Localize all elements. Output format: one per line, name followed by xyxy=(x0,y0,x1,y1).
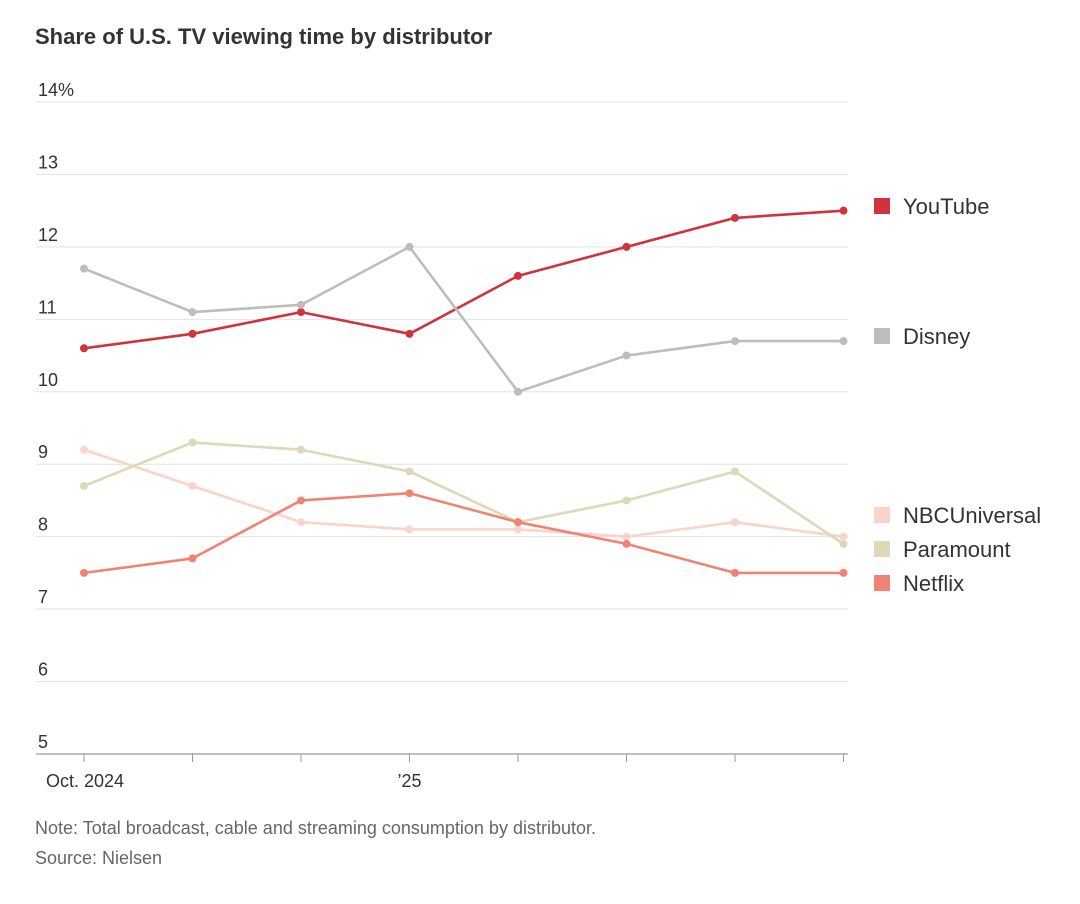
data-point-youtube xyxy=(839,206,848,215)
series-netflix xyxy=(80,489,848,577)
legend-label-paramount: Paramount xyxy=(903,537,1011,562)
series-lines xyxy=(80,206,848,577)
legend-label-netflix: Netflix xyxy=(903,571,964,596)
data-point-youtube xyxy=(405,329,414,338)
data-point-netflix xyxy=(514,518,522,527)
data-point-nbcuniversal xyxy=(622,532,631,541)
y-tick-label: 5 xyxy=(38,732,48,752)
legend-item-paramount: Paramount xyxy=(874,537,1011,562)
legend-swatch-netflix xyxy=(874,575,890,591)
data-point-netflix xyxy=(839,568,848,577)
data-point-nbcuniversal xyxy=(514,525,522,534)
chart-title: Share of U.S. TV viewing time by distrib… xyxy=(35,24,493,49)
data-point-disney xyxy=(188,308,197,317)
legend-item-nbcuniversal: NBCUniversal xyxy=(874,503,1041,528)
series-youtube xyxy=(80,206,848,353)
y-tick-label: 7 xyxy=(38,587,48,607)
data-point-paramount xyxy=(80,481,88,490)
y-tick-label: 13 xyxy=(38,152,58,172)
x-tick-label: Oct. 2024 xyxy=(46,771,124,791)
data-point-disney xyxy=(514,387,522,396)
y-tick-label: 14% xyxy=(38,80,74,100)
data-point-disney xyxy=(622,351,631,360)
legend-swatch-paramount xyxy=(874,541,890,557)
data-point-youtube xyxy=(514,271,522,280)
legend-label-youtube: YouTube xyxy=(903,194,989,219)
data-point-nbcuniversal xyxy=(188,481,197,490)
series-line-paramount xyxy=(83,441,845,545)
series-line-youtube xyxy=(83,209,844,350)
data-point-nbcuniversal xyxy=(297,518,305,527)
x-axis: Oct. 2024 ’25 xyxy=(46,754,844,791)
legend-item-disney: Disney xyxy=(874,324,970,349)
data-point-netflix xyxy=(80,568,88,577)
legend-item-netflix: Netflix xyxy=(874,571,964,596)
legend-swatch-disney xyxy=(874,328,890,344)
data-point-disney xyxy=(731,337,739,346)
data-point-youtube xyxy=(731,213,739,222)
data-point-youtube xyxy=(297,308,305,317)
legend-item-youtube: YouTube xyxy=(874,194,989,219)
legend-swatch-youtube xyxy=(874,198,890,214)
data-point-disney xyxy=(80,264,88,273)
series-line-netflix xyxy=(83,491,844,575)
y-tick-label: 9 xyxy=(38,442,48,462)
data-point-paramount xyxy=(297,445,305,454)
series-nbcuniversal xyxy=(80,445,848,541)
series-disney xyxy=(80,242,848,396)
data-point-netflix xyxy=(405,489,414,498)
series-line-nbcuniversal xyxy=(83,448,844,538)
data-point-youtube xyxy=(622,242,631,251)
y-tick-label: 8 xyxy=(38,515,48,535)
data-point-youtube xyxy=(188,329,197,338)
data-point-nbcuniversal xyxy=(839,532,848,541)
data-point-disney xyxy=(839,337,848,346)
data-point-nbcuniversal xyxy=(731,518,739,527)
gridlines xyxy=(36,101,848,755)
data-point-youtube xyxy=(80,344,88,353)
series-line-disney xyxy=(83,245,844,394)
line-chart: 5 6 7 8 9 10 11 12 13 14% Oct. 2024 ’25 YouTube Dis… xyxy=(36,80,1041,791)
data-point-nbcuniversal xyxy=(80,445,88,454)
data-point-netflix xyxy=(622,539,631,548)
data-point-netflix xyxy=(188,554,197,563)
x-tick-label: ’25 xyxy=(397,771,421,791)
data-point-disney xyxy=(297,300,305,309)
data-point-paramount xyxy=(405,467,414,476)
series-paramount xyxy=(80,438,848,548)
legend-label-nbcuniversal: NBCUniversal xyxy=(903,503,1041,528)
y-tick-label: 12 xyxy=(38,225,58,245)
data-point-paramount xyxy=(839,539,848,548)
y-tick-label: 10 xyxy=(38,370,58,390)
legend-swatch-nbcuniversal xyxy=(874,507,890,523)
data-point-netflix xyxy=(297,496,305,505)
data-point-paramount xyxy=(188,438,197,447)
legend: YouTube Disney NBCUniversal Paramount Netfli… xyxy=(874,194,1041,596)
data-point-netflix xyxy=(731,568,739,577)
data-point-nbcuniversal xyxy=(405,525,414,534)
data-point-disney xyxy=(405,242,414,251)
chart-note: Note: Total broadcast, cable and streami… xyxy=(35,818,596,838)
chart-source: Source: Nielsen xyxy=(35,848,163,868)
legend-label-disney: Disney xyxy=(903,324,970,349)
y-tick-label: 11 xyxy=(38,297,57,317)
data-point-paramount xyxy=(731,467,739,476)
y-axis-ticks: 5 6 7 8 9 10 11 12 13 14% xyxy=(38,80,74,752)
y-tick-label: 6 xyxy=(38,660,48,680)
data-point-paramount xyxy=(622,496,631,505)
